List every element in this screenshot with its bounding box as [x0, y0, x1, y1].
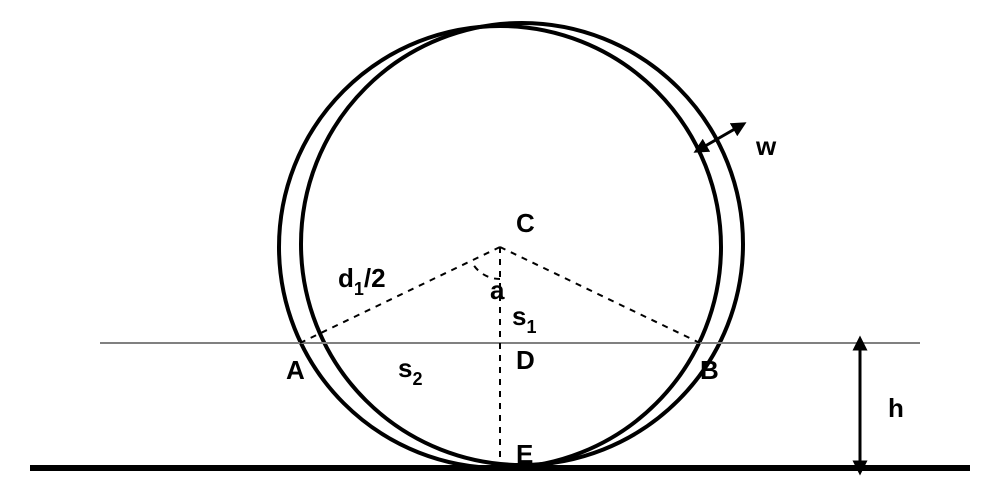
label-C: C: [516, 208, 535, 238]
label-B: B: [700, 355, 719, 385]
label-A: A: [286, 355, 305, 385]
label-a: a: [490, 275, 505, 305]
label-E: E: [516, 439, 533, 469]
label-h: h: [888, 393, 904, 423]
label-w: w: [755, 131, 777, 161]
label-D: D: [516, 345, 535, 375]
